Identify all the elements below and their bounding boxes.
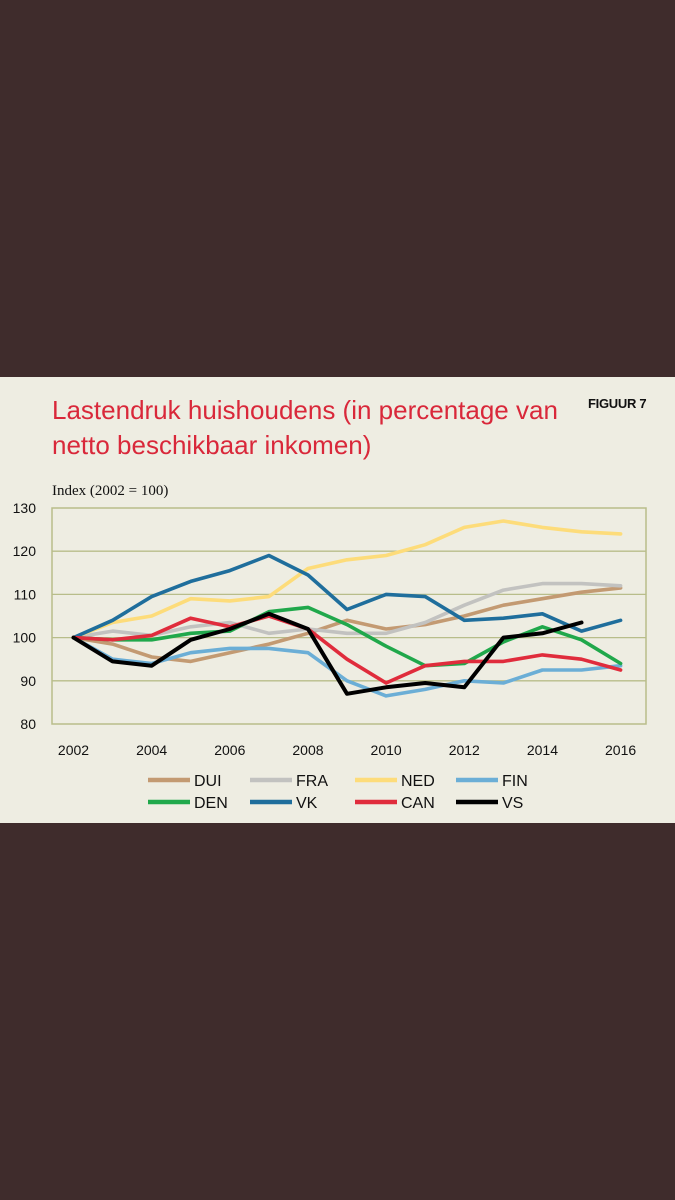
x-tick-label: 2014 <box>527 742 558 758</box>
series-line-fra <box>71 581 623 640</box>
y-tick-label: 100 <box>13 630 37 646</box>
x-tick-label: 2012 <box>449 742 480 758</box>
x-tick-label: 2010 <box>371 742 402 758</box>
y-tick-label: 130 <box>13 500 37 516</box>
legend-label-can: CAN <box>401 795 435 812</box>
y-tick-label: 90 <box>20 673 36 689</box>
legend-label-vs: VS <box>502 795 523 812</box>
x-tick-label: 2016 <box>605 742 636 758</box>
x-tick-label: 2006 <box>214 742 245 758</box>
series-line-fin <box>71 635 623 698</box>
series-line-vk <box>71 553 623 640</box>
plot-frame <box>51 507 647 725</box>
legend-label-fra: FRA <box>296 773 328 790</box>
y-axis-label: Index (2002 = 100) <box>52 483 168 499</box>
figure-label: FIGUUR 7 <box>588 396 647 411</box>
chart-title: Lastendruk huishoudens (in percentage va… <box>52 395 558 460</box>
x-tick-label: 2002 <box>58 742 89 758</box>
series-line-ned <box>71 519 623 640</box>
y-tick-label: 120 <box>13 543 37 559</box>
legend-label-den: DEN <box>194 795 228 812</box>
figure-panel: Lastendruk huishoudens (in percentage va… <box>0 377 675 823</box>
x-tick-label: 2008 <box>292 742 323 758</box>
y-tick-label: 110 <box>14 586 37 602</box>
legend-label-vk: VK <box>296 795 318 812</box>
legend-label-fin: FIN <box>502 773 528 790</box>
series-line-vs <box>71 611 584 696</box>
legend-label-dui: DUI <box>194 773 222 790</box>
y-tick-label: 80 <box>20 716 36 732</box>
x-tick-label: 2004 <box>136 742 167 758</box>
legend-label-ned: NED <box>401 773 435 790</box>
series-line-den <box>71 605 623 668</box>
line-chart: 80 90 100 110 120 130 2002 2004 2006 2008 2010 2012… <box>13 483 647 812</box>
series-line-can <box>71 614 623 685</box>
